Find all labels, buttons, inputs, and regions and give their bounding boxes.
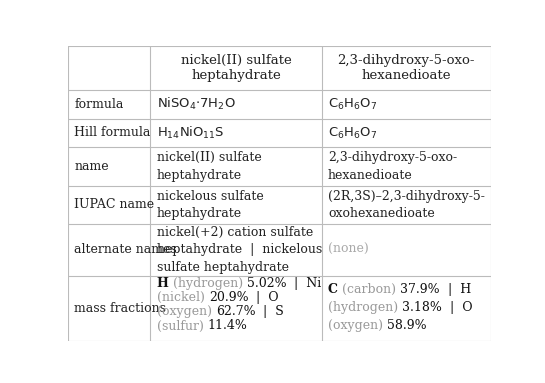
Text: |  O: | O (249, 291, 279, 304)
Text: Hill formula: Hill formula (75, 126, 151, 139)
Text: 2,3-dihydroxy-5-oxo-
hexanedioate: 2,3-dihydroxy-5-oxo- hexanedioate (328, 151, 457, 182)
Text: IUPAC name: IUPAC name (75, 198, 155, 211)
Text: $\mathrm{C_6H_6O_7}$: $\mathrm{C_6H_6O_7}$ (328, 125, 377, 141)
Text: (2R,3S)–2,3-dihydroxy-5-
oxohexanedioate: (2R,3S)–2,3-dihydroxy-5- oxohexanedioate (328, 190, 485, 220)
Text: |  O: | O (442, 301, 473, 314)
Text: nickel(+2) cation sulfate
heptahydrate  |  nickelous
sulfate heptahydrate: nickel(+2) cation sulfate heptahydrate |… (157, 226, 322, 274)
Text: $\mathrm{C_6H_6O_7}$: $\mathrm{C_6H_6O_7}$ (328, 97, 377, 112)
Text: (oxygen): (oxygen) (328, 319, 387, 332)
Text: |  H: | H (439, 283, 471, 296)
Text: mass fractions: mass fractions (75, 302, 166, 315)
Text: 62.7%: 62.7% (216, 305, 256, 318)
Text: (none): (none) (328, 244, 368, 257)
Text: 11.4%: 11.4% (208, 319, 247, 332)
Text: 58.9%: 58.9% (387, 319, 427, 332)
Text: 20.9%: 20.9% (209, 291, 249, 304)
Text: (oxygen): (oxygen) (157, 305, 216, 318)
Text: nickel(II) sulfate
heptahydrate: nickel(II) sulfate heptahydrate (180, 54, 292, 82)
Text: alternate names: alternate names (75, 244, 177, 257)
Text: formula: formula (75, 98, 124, 111)
Text: |  Ni: | Ni (287, 277, 322, 290)
Text: (hydrogen): (hydrogen) (169, 277, 247, 290)
Text: 5.02%: 5.02% (247, 277, 287, 290)
Text: (carbon): (carbon) (338, 283, 400, 296)
Text: 3.18%: 3.18% (402, 301, 442, 314)
Text: 37.9%: 37.9% (400, 283, 439, 296)
Text: name: name (75, 160, 109, 173)
Text: $\mathrm{NiSO_4{\cdot}7H_2O}$: $\mathrm{NiSO_4{\cdot}7H_2O}$ (157, 96, 235, 112)
Text: nickel(II) sulfate
heptahydrate: nickel(II) sulfate heptahydrate (157, 151, 262, 182)
Text: (hydrogen): (hydrogen) (328, 301, 402, 314)
Text: H: H (157, 277, 169, 290)
Text: (sulfur): (sulfur) (157, 319, 208, 332)
Text: |  S: | S (256, 305, 284, 318)
Text: 2,3-dihydroxy-5-oxo-
hexanedioate: 2,3-dihydroxy-5-oxo- hexanedioate (337, 54, 475, 82)
Text: $\mathrm{H_{14}NiO_{11}S}$: $\mathrm{H_{14}NiO_{11}S}$ (157, 125, 225, 141)
Text: C: C (328, 283, 338, 296)
Text: (nickel): (nickel) (157, 291, 209, 304)
Text: nickelous sulfate
heptahydrate: nickelous sulfate heptahydrate (157, 190, 264, 220)
